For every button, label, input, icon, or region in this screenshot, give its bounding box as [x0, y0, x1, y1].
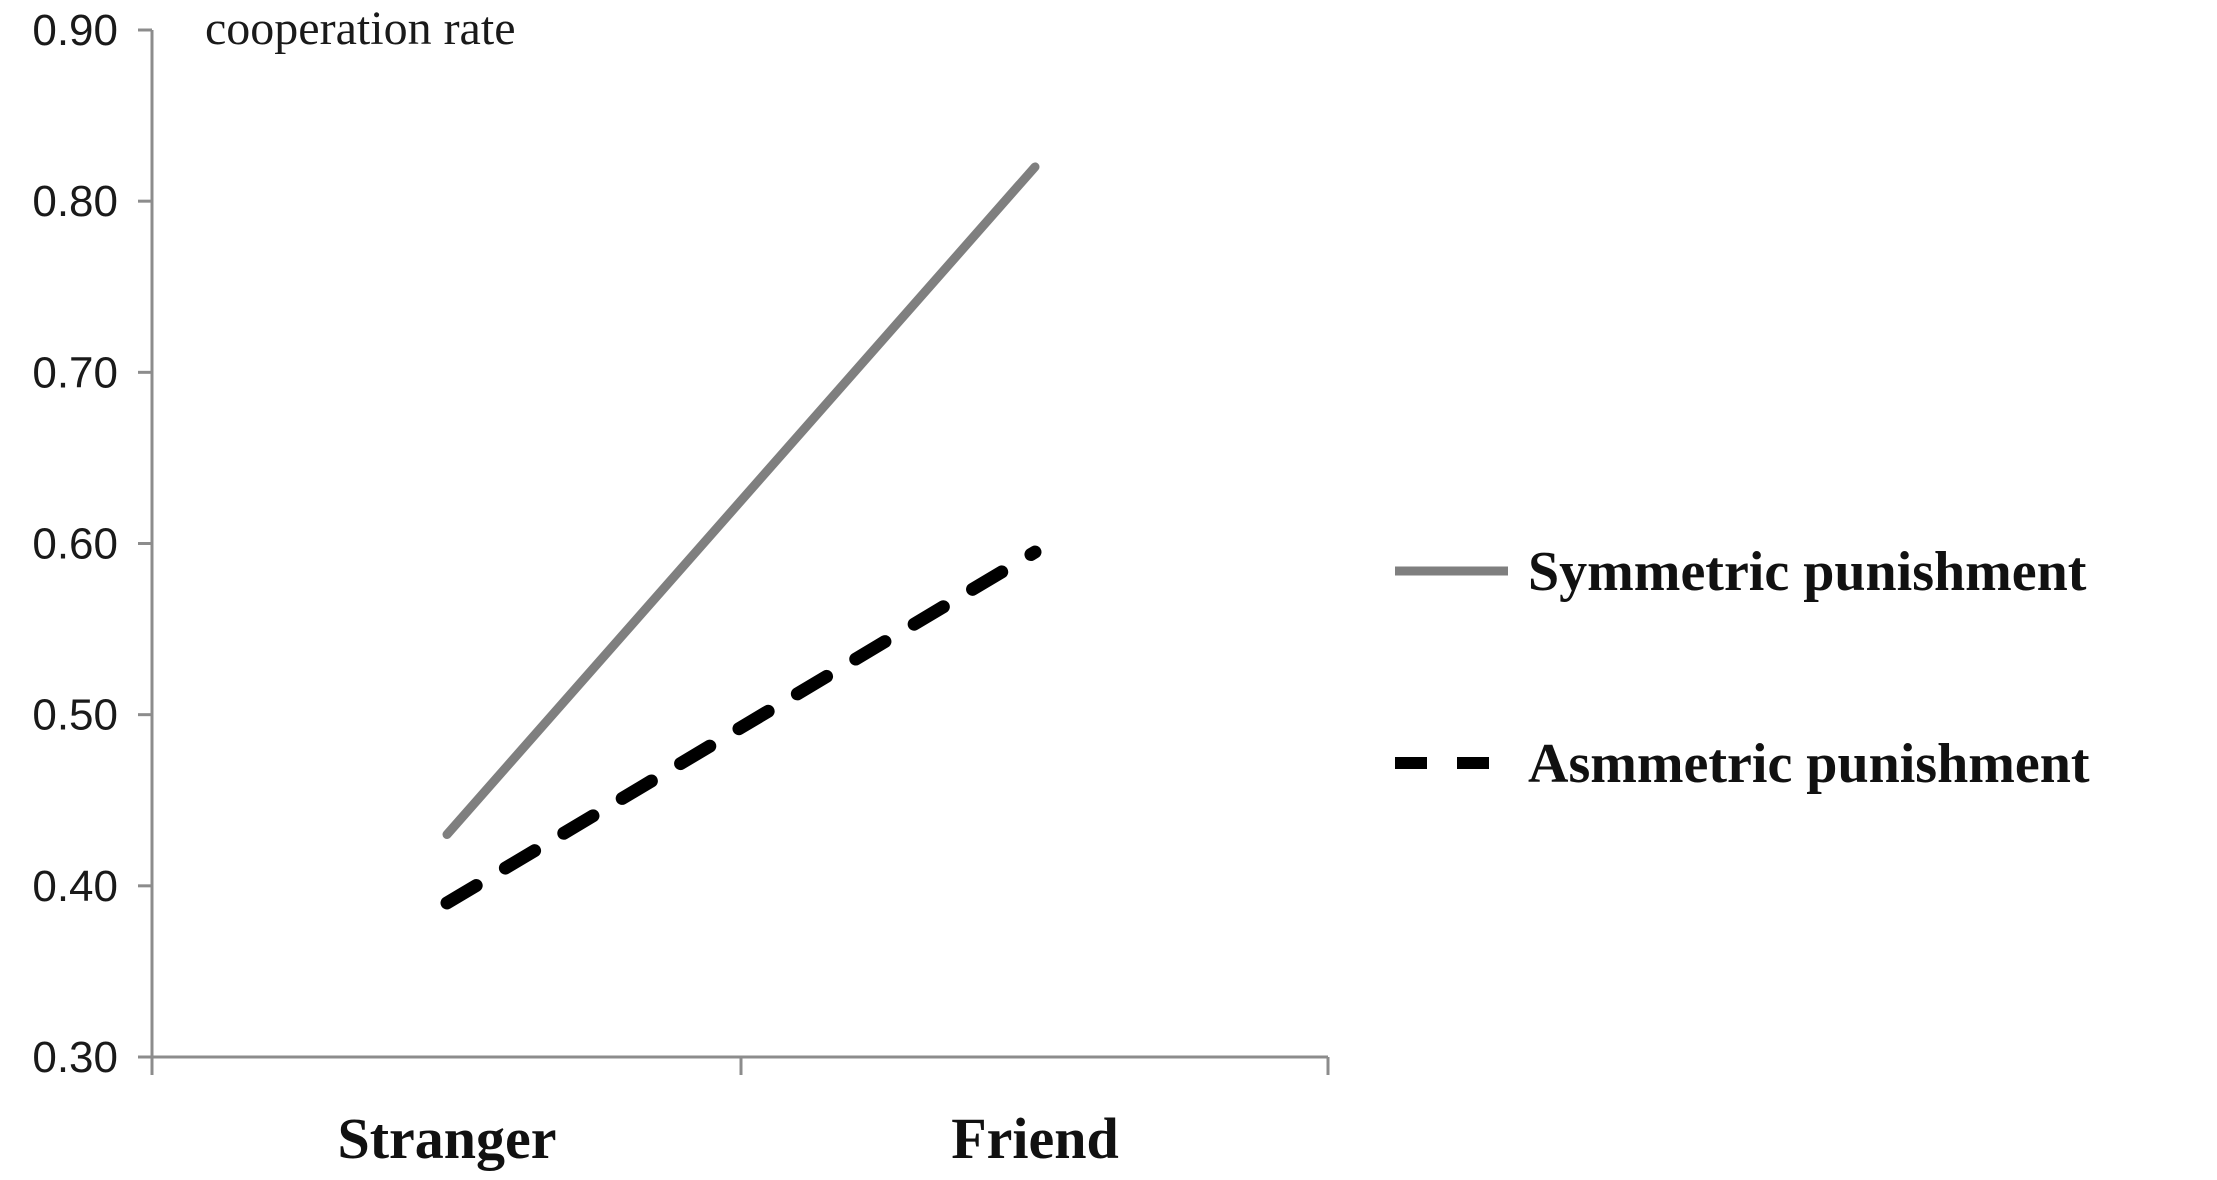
x-axis-ticks: Stranger Friend — [150, 1057, 1330, 1171]
y-tick-label: 0.50 — [32, 691, 118, 740]
y-tick-label: 0.70 — [32, 348, 118, 397]
data-point — [1034, 551, 1036, 553]
y-axis-ticks: 0.30 0.40 0.50 0.60 0.70 0.80 0.90 — [32, 6, 152, 1082]
y-tick-label: 0.40 — [32, 862, 118, 911]
x-category-label: Friend — [951, 1106, 1119, 1171]
y-tick-label: 0.80 — [32, 177, 118, 226]
x-category-label: Stranger — [337, 1106, 556, 1171]
legend: Symmetric punishment Asmmetric punishment — [1395, 541, 2090, 795]
legend-label: Asmmetric punishment — [1528, 733, 2090, 795]
series-line-asymmetric — [440, 545, 1042, 910]
series-line-symmetric — [442, 162, 1040, 839]
data-point — [1034, 166, 1036, 168]
y-tick-label: 0.60 — [32, 520, 118, 569]
data-point — [446, 833, 448, 835]
y-tick-label: 0.30 — [32, 1033, 118, 1082]
series-layer — [440, 162, 1042, 910]
y-tick-label: 0.90 — [32, 6, 118, 55]
y-axis-label: cooperation rate — [205, 2, 516, 55]
data-point — [446, 902, 448, 904]
legend-label: Symmetric punishment — [1528, 541, 2087, 603]
